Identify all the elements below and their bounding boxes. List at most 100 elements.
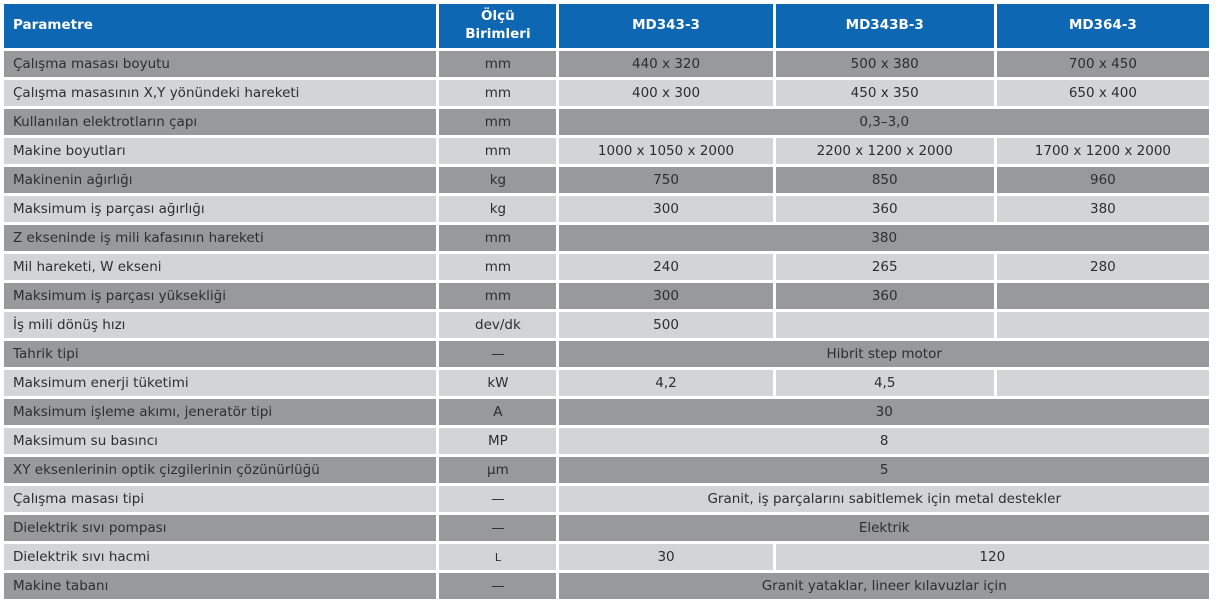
value-cell: 500 — [559, 312, 773, 338]
value-cell: 960 — [996, 167, 1209, 193]
unit-cell: — — [439, 341, 557, 367]
value-cell-empty — [775, 312, 994, 338]
table-row: Çalışma masası boyutu mm 440 x 320 500 x… — [4, 51, 1209, 77]
parameter-cell: Maksimum iş parçası ağırlığı — [4, 196, 437, 222]
column-header-parametre: Parametre — [4, 4, 437, 48]
value-cell: 850 — [775, 167, 994, 193]
value-cell: 4,5 — [775, 370, 994, 396]
value-cell-spanning: 120 — [775, 544, 1209, 570]
parameter-cell: Makine boyutları — [4, 138, 437, 164]
unit-cell: mm — [439, 51, 557, 77]
unit-cell: mm — [439, 109, 557, 135]
value-cell-empty — [996, 312, 1209, 338]
unit-cell: kg — [439, 196, 557, 222]
parameter-cell: Çalışma masası tipi — [4, 486, 437, 512]
value-cell: 500 x 380 — [775, 51, 994, 77]
value-cell: 4,2 — [559, 370, 773, 396]
parameter-cell: Çalışma masası boyutu — [4, 51, 437, 77]
table-row: Maksimum iş parçası yüksekliği mm 300 36… — [4, 283, 1209, 309]
parameter-cell: Dielektrik sıvı pompası — [4, 515, 437, 541]
value-cell: 300 — [559, 283, 773, 309]
unit-cell: A — [439, 399, 557, 425]
value-cell: 30 — [559, 544, 773, 570]
unit-cell: mm — [439, 283, 557, 309]
table-row: Maksimum iş parçası ağırlığı kg 300 360 … — [4, 196, 1209, 222]
unit-cell: L — [439, 544, 557, 570]
value-cell-spanning: Elektrik — [559, 515, 1209, 541]
value-cell-empty — [996, 283, 1209, 309]
value-cell: 360 — [775, 196, 994, 222]
value-cell: 360 — [775, 283, 994, 309]
value-cell-spanning: 5 — [559, 457, 1209, 483]
table-row: Kullanılan elektrotların çapı mm 0,3–3,0 — [4, 109, 1209, 135]
parameter-cell: Z ekseninde iş mili kafasının hareketi — [4, 225, 437, 251]
unit-cell: μm — [439, 457, 557, 483]
table-row: Dielektrik sıvı pompası — Elektrik — [4, 515, 1209, 541]
parameter-cell: Tahrik tipi — [4, 341, 437, 367]
column-header-md343b-3: MD343B-3 — [775, 4, 994, 48]
value-cell: 380 — [996, 196, 1209, 222]
value-cell: 280 — [996, 254, 1209, 280]
parameter-cell: Kullanılan elektrotların çapı — [4, 109, 437, 135]
parameter-cell: Makinenin ağırlığı — [4, 167, 437, 193]
value-cell-spanning: 30 — [559, 399, 1209, 425]
value-cell-spanning: 380 — [559, 225, 1209, 251]
parameter-cell: Makine tabanı — [4, 573, 437, 599]
unit-cell: kW — [439, 370, 557, 396]
unit-cell: mm — [439, 80, 557, 106]
parameter-cell: Maksimum iş parçası yüksekliği — [4, 283, 437, 309]
table-row: XY eksenlerinin optik çizgilerinin çözün… — [4, 457, 1209, 483]
table-row: Makine boyutları mm 1000 x 1050 x 2000 2… — [4, 138, 1209, 164]
value-cell: 700 x 450 — [996, 51, 1209, 77]
value-cell: 1000 x 1050 x 2000 — [559, 138, 773, 164]
unit-cell: — — [439, 573, 557, 599]
unit-cell: dev/dk — [439, 312, 557, 338]
unit-cell: MP — [439, 428, 557, 454]
unit-cell: kg — [439, 167, 557, 193]
value-cell-spanning: Granit yataklar, lineer kılavuzlar için — [559, 573, 1209, 599]
value-cell: 650 x 400 — [996, 80, 1209, 106]
value-cell-spanning: 8 — [559, 428, 1209, 454]
table-row: Makine tabanı — Granit yataklar, lineer … — [4, 573, 1209, 599]
table-row: Tahrik tipi — Hibrit step motor — [4, 341, 1209, 367]
table-row: Maksimum işleme akımı, jeneratör tipi A … — [4, 399, 1209, 425]
parameter-cell: Çalışma masasının X,Y yönündeki hareketi — [4, 80, 437, 106]
value-cell-spanning: Hibrit step motor — [559, 341, 1209, 367]
column-header-olcu-birimleri: Ölçü Birimleri — [439, 4, 557, 48]
table-row: Maksimum su basıncı MP 8 — [4, 428, 1209, 454]
column-header-md364-3: MD364-3 — [996, 4, 1209, 48]
value-cell-spanning: Granit, iş parçalarını sabitlemek için m… — [559, 486, 1209, 512]
parameter-cell: Mil hareketi, W ekseni — [4, 254, 437, 280]
table-row: Z ekseninde iş mili kafasının hareketi m… — [4, 225, 1209, 251]
unit-cell: mm — [439, 254, 557, 280]
value-cell: 2200 x 1200 x 2000 — [775, 138, 994, 164]
value-cell-empty — [996, 370, 1209, 396]
value-cell: 240 — [559, 254, 773, 280]
parameter-cell: Maksimum su basıncı — [4, 428, 437, 454]
spec-table: Parametre Ölçü Birimleri MD343-3 MD343B-… — [1, 1, 1212, 602]
parameter-cell: Maksimum işleme akımı, jeneratör tipi — [4, 399, 437, 425]
parameter-cell: İş mili dönüş hızı — [4, 312, 437, 338]
value-cell-spanning: 0,3–3,0 — [559, 109, 1209, 135]
value-cell: 265 — [775, 254, 994, 280]
table-row: Çalışma masası tipi — Granit, iş parçala… — [4, 486, 1209, 512]
value-cell: 450 x 350 — [775, 80, 994, 106]
value-cell: 1700 x 1200 x 2000 — [996, 138, 1209, 164]
table-row: İş mili dönüş hızı dev/dk 500 — [4, 312, 1209, 338]
table-row: Dielektrik sıvı hacmi L 30 120 — [4, 544, 1209, 570]
parameter-cell: Maksimum enerji tüketimi — [4, 370, 437, 396]
table-row: Makinenin ağırlığı kg 750 850 960 — [4, 167, 1209, 193]
parameter-cell: XY eksenlerinin optik çizgilerinin çözün… — [4, 457, 437, 483]
header-row: Parametre Ölçü Birimleri MD343-3 MD343B-… — [4, 4, 1209, 48]
unit-cell: mm — [439, 225, 557, 251]
unit-cell: mm — [439, 138, 557, 164]
parameter-cell: Dielektrik sıvı hacmi — [4, 544, 437, 570]
table-row: Maksimum enerji tüketimi kW 4,2 4,5 — [4, 370, 1209, 396]
unit-cell: — — [439, 486, 557, 512]
value-cell: 440 x 320 — [559, 51, 773, 77]
table-row: Mil hareketi, W ekseni mm 240 265 280 — [4, 254, 1209, 280]
value-cell: 400 x 300 — [559, 80, 773, 106]
column-header-md343-3: MD343-3 — [559, 4, 773, 48]
value-cell: 750 — [559, 167, 773, 193]
value-cell: 300 — [559, 196, 773, 222]
